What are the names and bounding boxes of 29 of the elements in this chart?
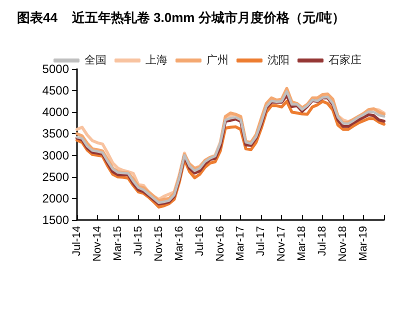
y-tick-label: 4500 — [42, 84, 70, 98]
y-tick-label: 1500 — [42, 213, 70, 227]
y-tick-label: 5000 — [42, 62, 70, 76]
x-tick-label: Nov-15 — [152, 226, 165, 262]
legend-label: 石家庄 — [328, 54, 362, 66]
y-tick-label: 3500 — [42, 126, 70, 141]
x-tick-label: Nov-16 — [214, 226, 226, 262]
legend-label: 广州 — [206, 54, 228, 66]
x-tick-label: Mar-18 — [296, 226, 308, 261]
y-tick-label: 3000 — [42, 148, 70, 162]
x-tick-label: Mar-17 — [234, 226, 247, 261]
x-tick-label: Mar-15 — [112, 226, 124, 261]
y-tick-label: 2000 — [42, 191, 70, 206]
x-tick-label: Jul-17 — [255, 226, 268, 256]
legend-label: 沈阳 — [268, 54, 290, 66]
x-tick-label: Nov-14 — [91, 226, 104, 262]
x-tick-label: Mar-19 — [358, 226, 370, 261]
legend-label: 上海 — [146, 54, 168, 66]
x-tick-label: Nov-18 — [337, 226, 350, 262]
x-tick-label: Jul-18 — [316, 226, 329, 256]
x-tick-label: Nov-17 — [276, 226, 288, 262]
x-tick-label: Mar-16 — [173, 226, 186, 261]
x-tick-label: Jul-14 — [71, 226, 83, 256]
x-tick-label: Jul-16 — [194, 226, 206, 256]
y-tick-label: 4000 — [42, 105, 70, 120]
x-tick-label: Jul-15 — [132, 226, 144, 256]
legend-label: 全国 — [84, 54, 106, 66]
y-tick-label: 2500 — [42, 170, 70, 184]
chart-title: 图表44 近五年热轧卷 3.0mm 分城市月度价格（元/吨） — [17, 10, 345, 25]
